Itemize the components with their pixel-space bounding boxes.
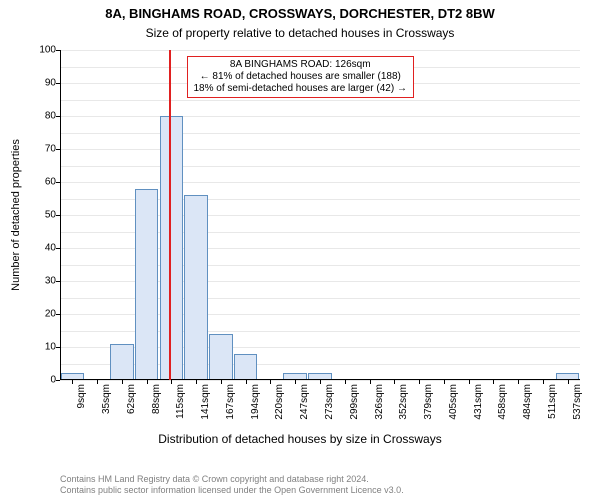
x-tick <box>72 380 73 384</box>
gridline <box>60 133 580 134</box>
x-tick-label: 115sqm <box>175 384 186 419</box>
footer-attribution: Contains HM Land Registry data © Crown c… <box>60 474 590 496</box>
gridline <box>60 100 580 101</box>
x-tick-label: 405sqm <box>448 384 459 420</box>
annotation-line: ← 81% of detached houses are smaller (18… <box>194 71 407 83</box>
x-tick-label: 352sqm <box>398 384 409 420</box>
x-tick <box>97 380 98 384</box>
x-tick <box>122 380 123 384</box>
y-tick-label: 20 <box>45 309 56 320</box>
x-tick <box>295 380 296 384</box>
x-tick <box>394 380 395 384</box>
x-tick-label: 167sqm <box>225 384 236 420</box>
gridline <box>60 149 580 150</box>
gridline <box>60 116 580 117</box>
histogram-bar <box>160 116 184 380</box>
x-tick <box>518 380 519 384</box>
x-tick <box>493 380 494 384</box>
x-tick <box>543 380 544 384</box>
x-tick-label: 35sqm <box>101 384 112 414</box>
x-tick <box>370 380 371 384</box>
gridline <box>60 166 580 167</box>
annotation-box: 8A BINGHAMS ROAD: 126sqm← 81% of detache… <box>187 56 414 98</box>
y-tick-label: 80 <box>45 111 56 122</box>
x-tick-label: 511sqm <box>547 384 558 419</box>
y-tick <box>56 380 60 381</box>
x-tick-label: 484sqm <box>522 384 533 420</box>
x-tick <box>345 380 346 384</box>
x-tick <box>568 380 569 384</box>
page-subtitle: Size of property relative to detached ho… <box>0 26 600 40</box>
y-axis <box>60 50 61 380</box>
x-tick <box>147 380 148 384</box>
x-tick <box>171 380 172 384</box>
annotation-line: 18% of semi-detached houses are larger (… <box>194 83 407 95</box>
reference-line <box>169 50 171 380</box>
x-tick <box>320 380 321 384</box>
footer-line-1: Contains HM Land Registry data © Crown c… <box>60 474 590 485</box>
x-tick <box>469 380 470 384</box>
histogram-bar <box>234 354 258 380</box>
x-tick-label: 273sqm <box>324 384 335 420</box>
annotation-line: 8A BINGHAMS ROAD: 126sqm <box>194 59 407 71</box>
y-axis-label: Number of detached properties <box>10 139 22 291</box>
y-tick-label: 40 <box>45 243 56 254</box>
y-tick-label: 0 <box>50 375 56 386</box>
x-tick-label: 9sqm <box>76 384 87 408</box>
x-tick-label: 326sqm <box>374 384 385 420</box>
x-tick-label: 194sqm <box>250 384 261 420</box>
x-tick <box>246 380 247 384</box>
x-tick-label: 88sqm <box>151 384 162 414</box>
histogram-bar <box>184 195 208 380</box>
x-tick-label: 220sqm <box>274 384 285 420</box>
x-tick-label: 141sqm <box>200 384 211 420</box>
y-tick-label: 90 <box>45 78 56 89</box>
x-tick-label: 379sqm <box>423 384 434 420</box>
x-tick <box>221 380 222 384</box>
x-tick <box>270 380 271 384</box>
x-tick-label: 458sqm <box>497 384 508 420</box>
y-tick-label: 30 <box>45 276 56 287</box>
x-tick-label: 537sqm <box>572 384 583 420</box>
x-tick-label: 431sqm <box>473 384 484 420</box>
y-tick-label: 100 <box>39 45 56 56</box>
x-tick-label: 299sqm <box>349 384 360 420</box>
y-tick-label: 50 <box>45 210 56 221</box>
y-tick-label: 60 <box>45 177 56 188</box>
histogram-bar <box>135 189 159 380</box>
x-axis-label: Distribution of detached houses by size … <box>0 432 600 446</box>
histogram-bar <box>110 344 134 380</box>
x-axis <box>60 379 580 380</box>
x-tick <box>419 380 420 384</box>
x-tick <box>196 380 197 384</box>
x-tick-label: 62sqm <box>126 384 137 414</box>
x-tick <box>444 380 445 384</box>
histogram-plot: 01020304050607080901009sqm35sqm62sqm88sq… <box>60 50 580 380</box>
gridline <box>60 50 580 51</box>
y-tick-label: 70 <box>45 144 56 155</box>
histogram-bar <box>209 334 233 380</box>
page-title: 8A, BINGHAMS ROAD, CROSSWAYS, DORCHESTER… <box>0 6 600 21</box>
y-tick-label: 10 <box>45 342 56 353</box>
footer-line-2: Contains public sector information licen… <box>60 485 590 496</box>
gridline <box>60 182 580 183</box>
x-tick-label: 247sqm <box>299 384 310 420</box>
